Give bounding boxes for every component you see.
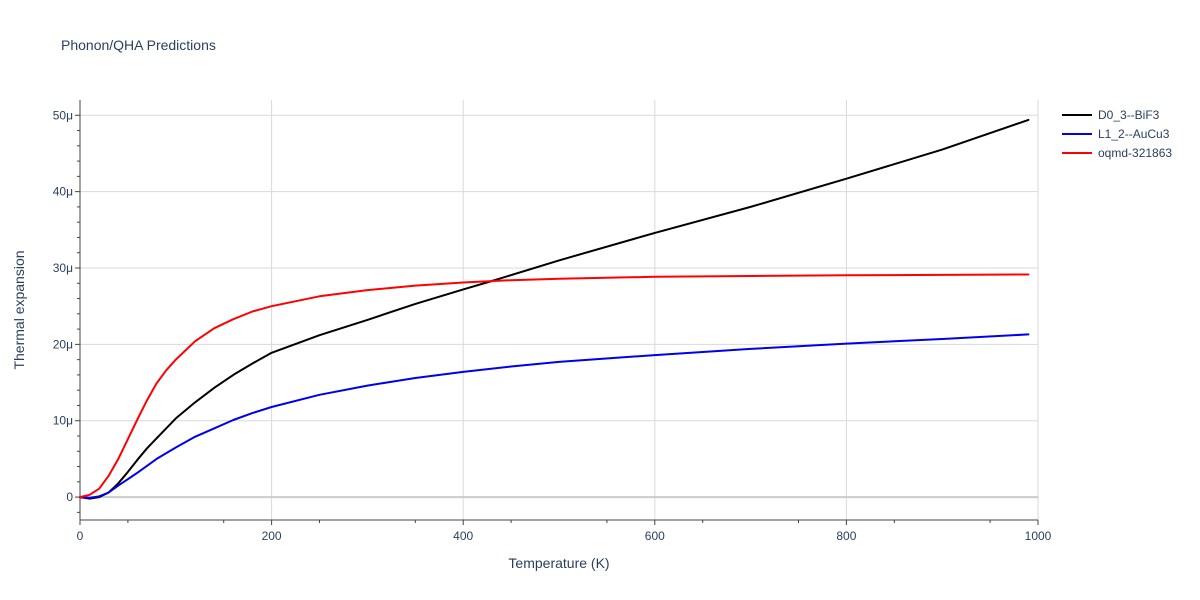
legend-item-2[interactable]: oqmd-321863 — [1062, 146, 1172, 160]
legend-label: D0_3--BiF3 — [1098, 108, 1160, 122]
chart-title: Phonon/QHA Predictions — [61, 37, 216, 53]
series-line-0 — [79, 118, 1030, 500]
x-tick-label: 600 — [645, 529, 665, 543]
x-tick-label: 400 — [453, 529, 473, 543]
legend-label: L1_2--AuCu3 — [1098, 127, 1170, 141]
series-lines — [79, 118, 1030, 500]
y-tick-label: 10μ — [53, 414, 73, 428]
y-tick-label: 40μ — [53, 185, 73, 199]
legend-item-1[interactable]: L1_2--AuCu3 — [1062, 127, 1170, 141]
y-axis-title: Thermal expansion — [11, 250, 27, 369]
series-line-1 — [79, 333, 1030, 499]
y-tick-label: 0 — [66, 490, 73, 504]
x-tick-label: 200 — [262, 529, 282, 543]
axes: 0 200 400 600 800 1000 0 10μ 20μ 30μ 40μ 50μ — [53, 100, 1052, 543]
y-tick-label: 30μ — [53, 261, 73, 275]
x-tick-label: 0 — [77, 529, 84, 543]
grid — [80, 100, 1039, 520]
y-tick-label: 50μ — [53, 108, 73, 122]
legend-item-0[interactable]: D0_3--BiF3 — [1062, 108, 1160, 122]
x-tick-label: 800 — [836, 529, 856, 543]
y-tick-label: 20μ — [53, 337, 73, 351]
legend-label: oqmd-321863 — [1098, 146, 1172, 160]
legend[interactable]: D0_3--BiF3 L1_2--AuCu3 oqmd-321863 — [1062, 108, 1172, 160]
x-axis-title: Temperature (K) — [508, 555, 609, 571]
x-tick-label: 1000 — [1025, 529, 1052, 543]
series-line-2 — [79, 273, 1030, 499]
